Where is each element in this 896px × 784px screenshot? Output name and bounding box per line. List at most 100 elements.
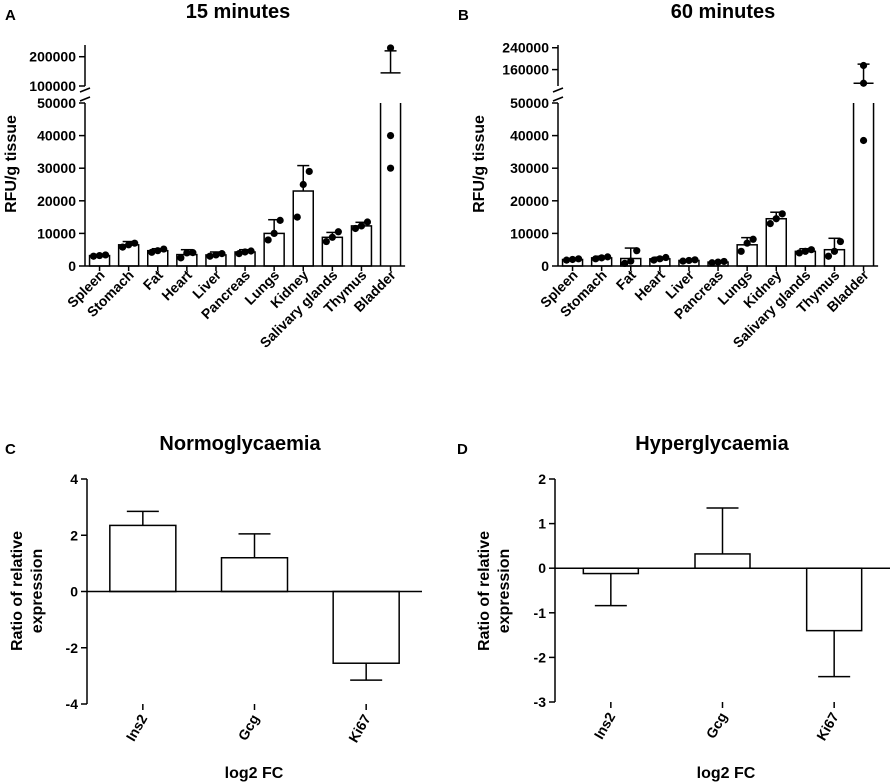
- data-point: [778, 210, 786, 218]
- data-point: [148, 248, 156, 256]
- data-point: [189, 249, 197, 257]
- data-point: [218, 250, 226, 258]
- data-point: [801, 247, 809, 255]
- data-point: [131, 239, 139, 247]
- data-point: [656, 255, 664, 263]
- data-point: [95, 251, 104, 260]
- data-point: [322, 237, 330, 246]
- y-tick-label: 0: [68, 258, 76, 274]
- bar: [694, 553, 751, 569]
- data-point: [574, 255, 583, 263]
- y-tick-label: 200000: [29, 49, 76, 65]
- data-point: [154, 247, 162, 255]
- panel-a: A 15 minutes RFU/g tissue 0 10000 20000 300…: [3, 1, 406, 351]
- data-point: [119, 243, 127, 251]
- data-point: [101, 251, 110, 259]
- data-point: [859, 136, 868, 145]
- y-tick-label: -2: [534, 649, 547, 665]
- y-tick-label: -3: [534, 694, 547, 710]
- panel-c: C Normoglycaemia Ratio of relative expre…: [5, 433, 422, 782]
- x-axis-label: log2 FC: [225, 765, 284, 782]
- x-tick-label: Ins2: [123, 711, 151, 743]
- data-point: [766, 220, 774, 228]
- data-point: [604, 253, 612, 261]
- data-point: [293, 213, 301, 221]
- data-point: [830, 247, 839, 255]
- y-tick-label: 0: [70, 584, 78, 600]
- y-tick-label: -2: [66, 640, 79, 656]
- panel-label: B: [458, 7, 469, 24]
- data-point: [807, 246, 815, 254]
- x-tick-label: Ki67: [345, 711, 374, 745]
- data-point: [235, 250, 243, 258]
- data-point: [160, 245, 168, 253]
- bar: [332, 590, 400, 664]
- data-point: [177, 254, 185, 262]
- data-point: [247, 247, 255, 255]
- data-point: [627, 257, 635, 265]
- data-point: [183, 249, 191, 257]
- data-point: [562, 256, 571, 264]
- panel-label: A: [5, 7, 16, 24]
- data-point: [206, 252, 214, 260]
- axis-break-mark: [552, 96, 564, 102]
- y-tick-label: 1: [538, 516, 546, 532]
- y-tick-label: 50000: [37, 95, 76, 111]
- y-tick-label: 160000: [502, 62, 549, 78]
- data-point: [328, 233, 336, 241]
- y-tick-label: 4: [70, 471, 78, 487]
- data-point: [795, 249, 803, 257]
- y-axis-label: Ratio of relative: [476, 531, 493, 651]
- panel-label: C: [5, 441, 16, 458]
- y-tick-label: -1: [534, 605, 547, 621]
- data-point: [386, 164, 395, 172]
- x-axis-label: log2 FC: [697, 765, 756, 782]
- y-tick-label: 10000: [510, 225, 549, 241]
- panel-d: D Hyperglycaemia Ratio of relative expre…: [457, 433, 890, 782]
- data-point: [650, 256, 658, 264]
- y-tick-label: 0: [541, 258, 549, 274]
- data-point: [836, 237, 845, 246]
- axis-break-mark: [79, 96, 91, 102]
- data-point: [276, 216, 284, 224]
- x-tick-label: Gcg: [703, 710, 730, 742]
- y-tick-label: 2: [70, 527, 78, 543]
- data-point: [351, 224, 360, 233]
- data-point: [633, 247, 641, 255]
- data-point: [743, 239, 751, 247]
- y-axis-label: expression: [496, 549, 513, 633]
- x-tick-label: Ins2: [591, 709, 619, 741]
- data-point: [592, 255, 600, 263]
- data-point: [357, 222, 366, 230]
- axis-break-mark: [79, 87, 91, 93]
- bar: [292, 190, 314, 267]
- y-tick-label: 20000: [510, 193, 549, 209]
- data-point: [685, 256, 693, 265]
- chart-title: Normoglycaemia: [159, 433, 321, 455]
- y-tick-label: 30000: [510, 160, 549, 176]
- data-point: [299, 180, 307, 189]
- panel-b: B 60 minutes RFU/g tissue 0 10000 20000 300…: [458, 1, 879, 351]
- bar: [582, 567, 640, 575]
- data-point: [241, 248, 249, 256]
- data-point: [720, 257, 728, 266]
- data-point: [691, 256, 699, 264]
- data-point: [386, 132, 395, 140]
- x-tick-label: Heart: [158, 267, 195, 304]
- data-point: [824, 252, 833, 260]
- chart-title: 60 minutes: [671, 1, 775, 23]
- axis-break-mark: [552, 87, 564, 93]
- y-tick-label: 50000: [510, 95, 549, 111]
- y-tick-label: -4: [66, 696, 79, 712]
- data-point: [363, 218, 372, 226]
- x-tick-label: Gcg: [235, 712, 262, 744]
- y-tick-label: 20000: [37, 193, 76, 209]
- y-axis-label: RFU/g tissue: [471, 115, 488, 213]
- y-tick-label: 2: [538, 471, 546, 487]
- y-axis-label: expression: [29, 549, 46, 633]
- x-tick-label: Ki67: [813, 709, 842, 743]
- data-point: [621, 259, 629, 267]
- bar: [109, 524, 177, 593]
- x-tick-label: Heart: [631, 267, 668, 304]
